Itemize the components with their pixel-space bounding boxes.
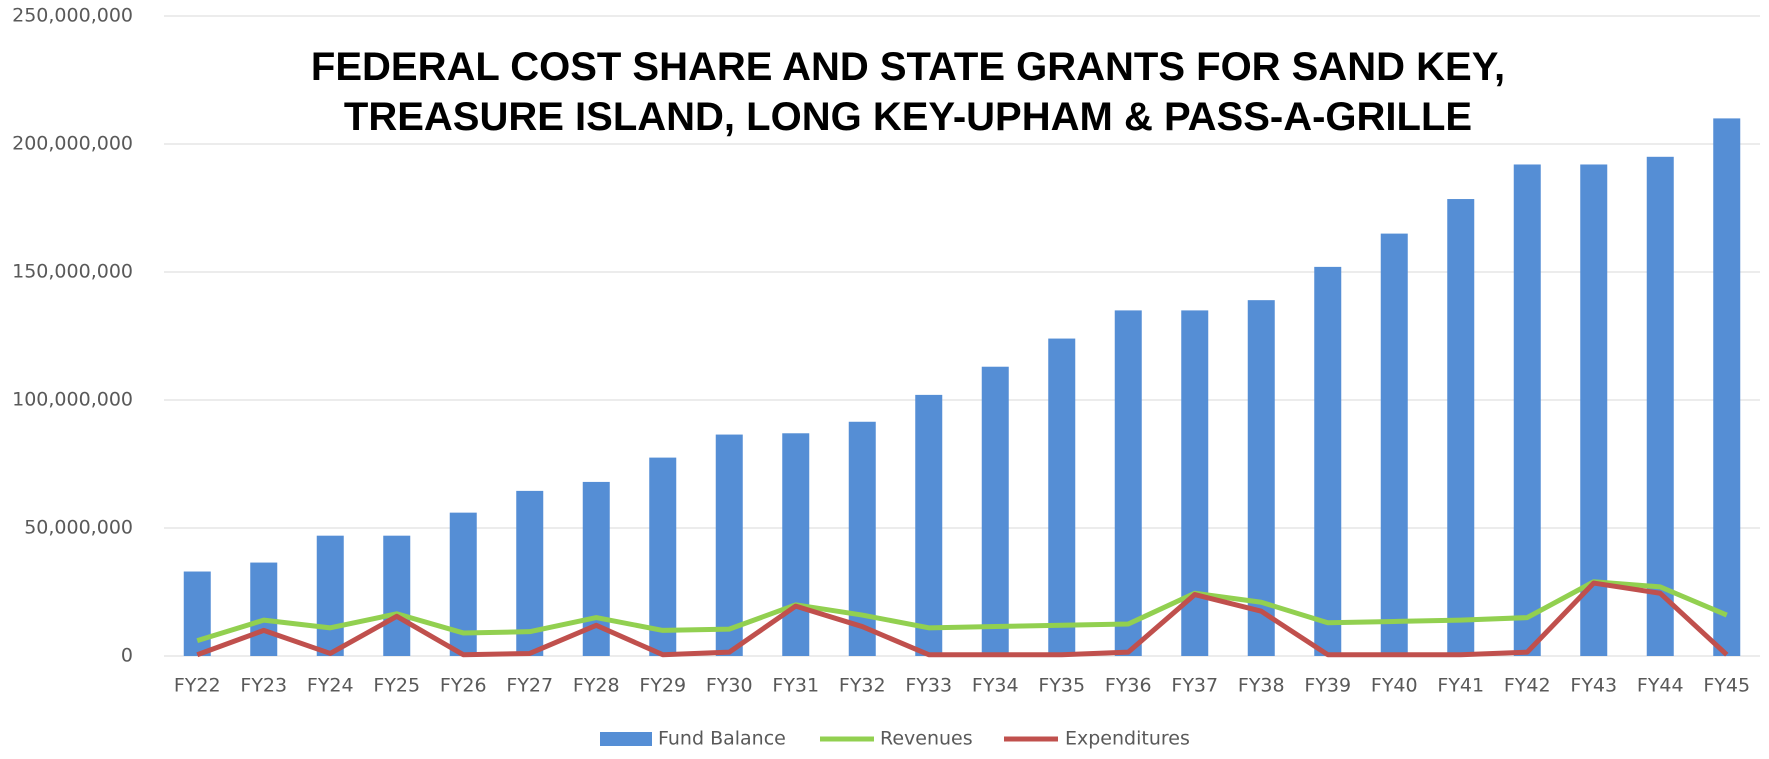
x-tick-label: FY41 [1437,675,1484,697]
legend-label: Revenues [880,728,973,750]
bar [316,535,344,656]
bar [1314,266,1342,656]
x-tick-label: FY35 [1038,675,1085,697]
bar [1447,199,1475,657]
bar [1713,118,1741,656]
y-tick-label: 200,000,000 [12,133,133,155]
bar [1247,300,1275,656]
bar [848,421,876,656]
bar [1114,310,1142,656]
y-tick-label: 250,000,000 [12,5,133,27]
x-tick-label: FY28 [573,675,620,697]
x-tick-label: FY30 [706,675,753,697]
bar [782,433,810,656]
x-tick-label: FY24 [307,675,354,697]
y-tick-label: 0 [121,645,133,667]
line [196,580,1729,658]
bar [1646,156,1674,657]
x-tick-label: FY40 [1371,675,1418,697]
bar [1580,164,1608,657]
line [196,579,1728,644]
bar [915,394,943,656]
x-tick-label: FY26 [440,675,487,697]
x-tick-label: FY31 [772,675,819,697]
bar [715,434,743,656]
bar [383,535,411,656]
x-tick-label: FY39 [1304,675,1351,697]
x-tick-label: FY42 [1504,675,1551,697]
y-tick-label: 150,000,000 [12,261,133,283]
bar [183,571,211,656]
x-tick-label: FY25 [373,675,420,697]
bar [981,366,1009,656]
x-tick-label: FY34 [972,675,1019,697]
x-tick-label: FY45 [1703,675,1750,697]
x-tick-label: FY22 [174,675,221,697]
x-tick-label: FY33 [905,675,952,697]
y-tick-label: 100,000,000 [12,389,133,411]
chart-title: FEDERAL COST SHARE AND STATE GRANTS FOR … [310,45,1506,139]
bar [1048,338,1076,656]
legend-swatch [600,732,652,746]
x-tick-label: FY27 [506,675,553,697]
x-tick-label: FY29 [639,675,686,697]
y-tick-label: 50,000,000 [24,517,133,539]
bar [1513,164,1541,657]
legend-label: Expenditures [1065,728,1190,750]
x-tick-label: FY32 [839,675,886,697]
bar [649,457,677,656]
x-tick-label: FY43 [1570,675,1617,697]
x-tick-label: FY38 [1238,675,1285,697]
x-tick-label: FY36 [1105,675,1152,697]
x-tick-label: FY44 [1637,675,1684,697]
bar [1380,233,1408,656]
x-tick-label: FY37 [1171,675,1218,697]
legend-label: Fund Balance [658,728,786,750]
x-tick-label: FY23 [240,675,287,697]
bar [250,562,278,656]
